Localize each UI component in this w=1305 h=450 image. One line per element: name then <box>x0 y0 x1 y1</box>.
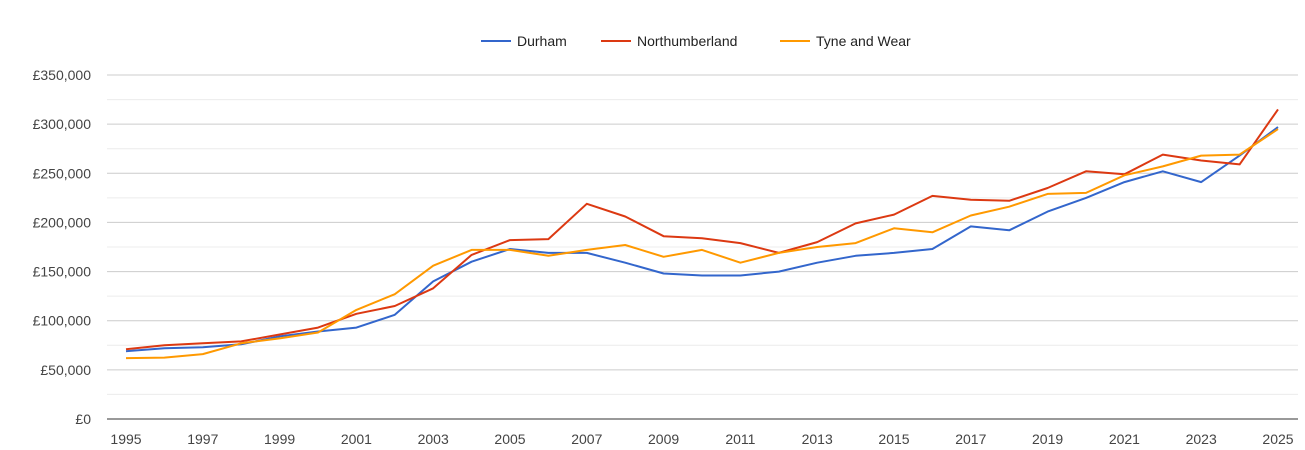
x-tick-label: 2007 <box>571 431 602 447</box>
x-tick-label: 1999 <box>264 431 295 447</box>
y-tick-label: £50,000 <box>40 362 91 378</box>
x-tick-label: 2011 <box>725 431 755 447</box>
series-line-tyne-and-wear <box>125 128 1279 360</box>
x-tick-label: 2009 <box>648 431 679 447</box>
series-lines <box>125 108 1279 360</box>
legend-label: Northumberland <box>637 33 737 49</box>
x-tick-label: 2013 <box>802 431 833 447</box>
x-tick-label: 2005 <box>494 431 525 447</box>
y-tick-label: £200,000 <box>33 214 92 230</box>
x-tick-label: 1995 <box>110 431 141 447</box>
y-axis: £0 £50,000 £100,000 £150,000 £200,000 £250,00… <box>33 67 92 427</box>
x-tick-label: 2019 <box>1032 431 1063 447</box>
legend: Durham Northumberland Tyne and Wear <box>481 33 911 49</box>
x-tick-label: 2023 <box>1186 431 1217 447</box>
x-tick-label: 1997 <box>187 431 218 447</box>
x-tick-label: 2017 <box>955 431 986 447</box>
x-tick-label: 2001 <box>341 431 372 447</box>
gridlines <box>107 74 1298 395</box>
y-tick-label: £250,000 <box>33 165 92 181</box>
y-tick-label: £300,000 <box>33 116 92 132</box>
x-axis: 1995 1997 1999 2001 2003 2005 2007 2009 2011 2013… <box>107 418 1298 447</box>
x-tick-label: 2021 <box>1109 431 1140 447</box>
x-tick-label: 2003 <box>418 431 449 447</box>
x-tick-label: 2025 <box>1262 431 1293 447</box>
x-tick-label: 2015 <box>878 431 909 447</box>
y-tick-label: £0 <box>75 411 91 427</box>
y-tick-label: £150,000 <box>33 264 92 280</box>
legend-label: Tyne and Wear <box>816 33 911 49</box>
legend-label: Durham <box>517 33 567 49</box>
series-line-northumberland <box>125 108 1279 351</box>
y-tick-label: £100,000 <box>33 313 92 329</box>
y-tick-label: £350,000 <box>33 67 92 83</box>
